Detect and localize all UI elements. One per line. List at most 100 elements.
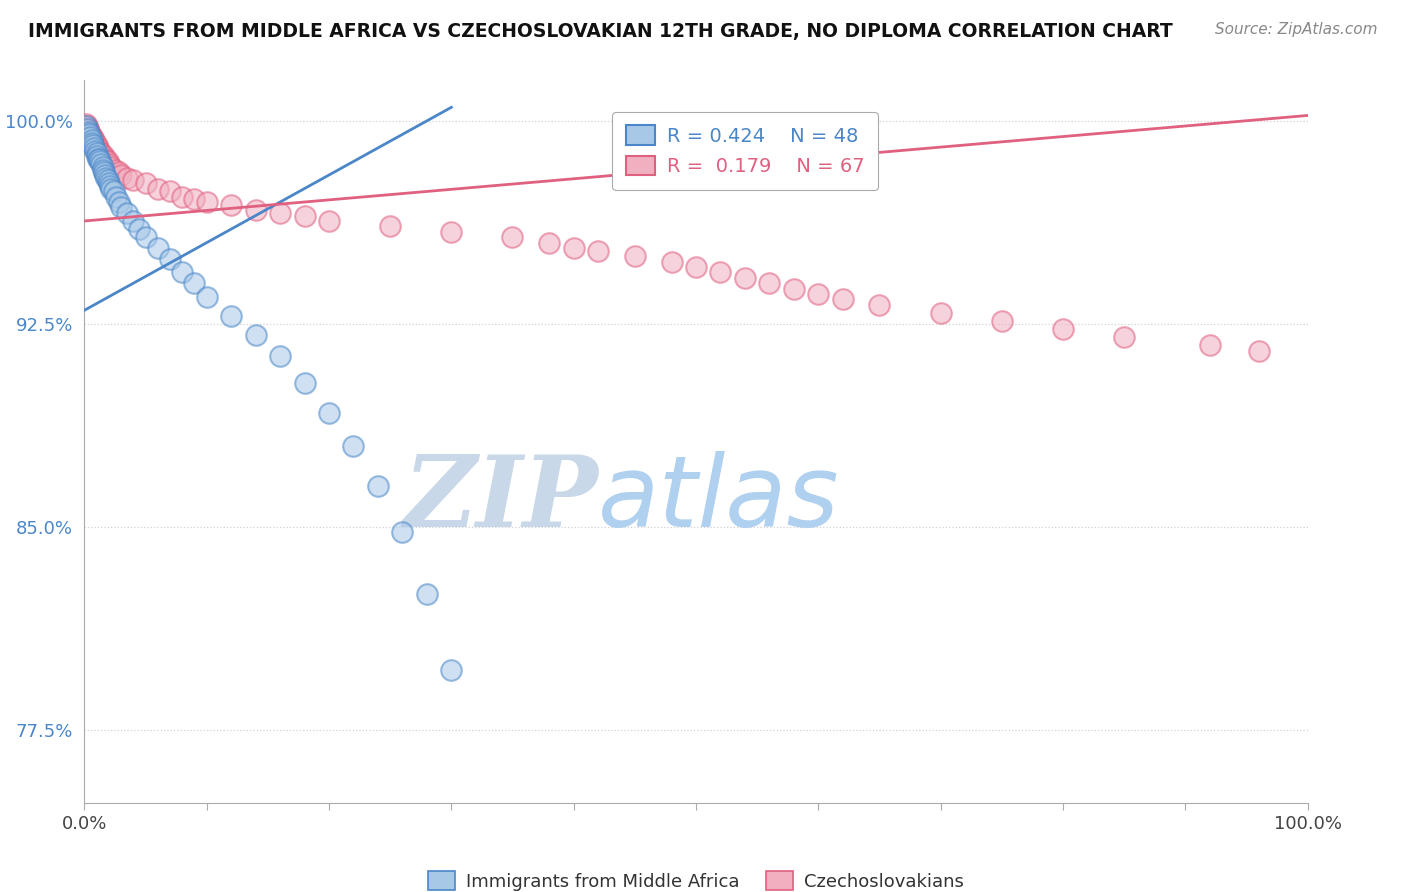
Point — [80, 136, 103, 150]
Point — [538, 235, 561, 250]
Point — [245, 203, 267, 218]
Text: Source: ZipAtlas.com: Source: ZipAtlas.com — [1215, 22, 1378, 37]
Point — [391, 525, 413, 540]
Point — [440, 663, 463, 677]
Point — [135, 230, 157, 244]
Point — [110, 201, 132, 215]
Point — [758, 277, 780, 291]
Point — [87, 141, 110, 155]
Point — [416, 587, 439, 601]
Point — [105, 189, 128, 203]
Point — [83, 141, 105, 155]
Point — [96, 170, 118, 185]
Point — [75, 120, 97, 134]
Point — [586, 244, 609, 258]
Point — [146, 181, 169, 195]
Point — [115, 206, 138, 220]
Text: atlas: atlas — [598, 450, 839, 548]
Point — [80, 130, 103, 145]
Point — [79, 128, 101, 142]
Point — [77, 125, 100, 139]
Point — [269, 206, 291, 220]
Point — [86, 146, 108, 161]
Point — [100, 181, 122, 195]
Point — [1247, 343, 1270, 358]
Point — [831, 293, 853, 307]
Point — [624, 249, 647, 263]
Point — [172, 189, 194, 203]
Point — [159, 184, 181, 198]
Point — [128, 222, 150, 236]
Point — [79, 128, 101, 142]
Legend: Immigrants from Middle Africa, Czechoslovakians: Immigrants from Middle Africa, Czechoslo… — [419, 863, 973, 892]
Point — [219, 309, 242, 323]
Point — [86, 141, 108, 155]
Point — [115, 170, 138, 185]
Point — [195, 195, 218, 210]
Point — [380, 219, 402, 234]
Point — [183, 192, 205, 206]
Point — [79, 130, 101, 145]
Point — [94, 152, 117, 166]
Point — [86, 149, 108, 163]
Point — [84, 144, 107, 158]
Point — [562, 241, 585, 255]
Point — [294, 376, 316, 391]
Point — [342, 439, 364, 453]
Point — [83, 136, 105, 150]
Point — [80, 133, 103, 147]
Point — [104, 162, 127, 177]
Point — [709, 265, 731, 279]
Point — [685, 260, 707, 274]
Point — [97, 176, 120, 190]
Point — [76, 120, 98, 134]
Point — [77, 128, 100, 142]
Point — [195, 290, 218, 304]
Point — [77, 125, 100, 139]
Point — [86, 138, 108, 153]
Point — [110, 168, 132, 182]
Point — [318, 406, 340, 420]
Point — [122, 173, 145, 187]
Text: ZIP: ZIP — [404, 451, 598, 548]
Point — [98, 178, 121, 193]
Point — [991, 314, 1014, 328]
Point — [1052, 322, 1074, 336]
Point — [734, 270, 756, 285]
Point — [502, 230, 524, 244]
Point — [94, 168, 117, 182]
Point — [87, 144, 110, 158]
Point — [87, 152, 110, 166]
Point — [75, 117, 97, 131]
Point — [107, 165, 129, 179]
Point — [82, 133, 104, 147]
Point — [219, 198, 242, 212]
Point — [869, 298, 891, 312]
Point — [929, 306, 952, 320]
Point — [318, 214, 340, 228]
Point — [97, 157, 120, 171]
Point — [84, 138, 107, 153]
Point — [783, 282, 806, 296]
Point — [1114, 330, 1136, 344]
Point — [96, 154, 118, 169]
Point — [82, 138, 104, 153]
Point — [100, 160, 122, 174]
Point — [245, 327, 267, 342]
Point — [135, 176, 157, 190]
Point — [83, 133, 105, 147]
Point — [172, 265, 194, 279]
Point — [91, 149, 114, 163]
Point — [89, 154, 111, 169]
Point — [661, 254, 683, 268]
Point — [440, 225, 463, 239]
Point — [77, 125, 100, 139]
Point — [807, 287, 830, 301]
Point — [77, 122, 100, 136]
Point — [294, 209, 316, 223]
Text: IMMIGRANTS FROM MIDDLE AFRICA VS CZECHOSLOVAKIAN 12TH GRADE, NO DIPLOMA CORRELAT: IMMIGRANTS FROM MIDDLE AFRICA VS CZECHOS… — [28, 22, 1173, 41]
Point — [82, 133, 104, 147]
Point — [107, 195, 129, 210]
Point — [89, 146, 111, 161]
Point — [91, 162, 114, 177]
